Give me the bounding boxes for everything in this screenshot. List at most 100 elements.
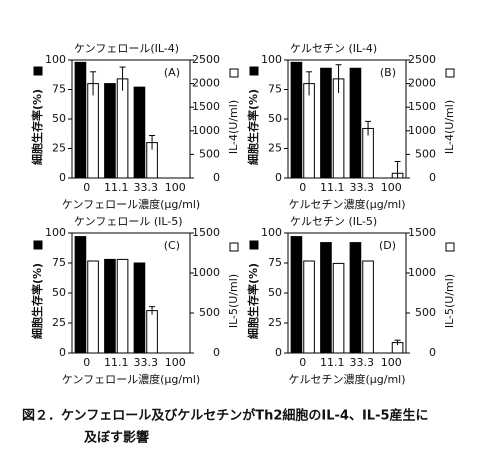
y-tick-label: 50 <box>268 112 282 125</box>
bar <box>104 258 116 354</box>
bar <box>362 127 374 179</box>
error-bar <box>394 339 401 345</box>
bar <box>74 61 87 179</box>
error-bar <box>365 120 372 136</box>
y-tick-label: 50 <box>52 112 66 125</box>
y-tick-label: 0 <box>59 171 66 184</box>
y-tick-label: 0 <box>275 171 282 184</box>
x-axis-label: ケルセチン濃度(μg/ml) <box>288 197 405 211</box>
bar <box>349 67 362 179</box>
y2-tick-label: 1500 <box>408 226 436 239</box>
y-tick-label: 25 <box>268 316 282 329</box>
y-tick-label: 25 <box>268 142 282 155</box>
x-tick-label: 0 <box>83 181 90 194</box>
panel-label: (A) <box>164 66 180 79</box>
y2-tick-label: 1500 <box>192 226 220 239</box>
y-axis-label: 細胞生存率(%) <box>246 89 260 165</box>
x-tick-label: 33.3 <box>350 181 375 194</box>
y2-tick-label: 1000 <box>408 266 436 279</box>
y-legend-swatch <box>33 66 43 76</box>
y2-tick-label: 2000 <box>408 77 436 90</box>
y-tick-label: 100 <box>261 226 282 239</box>
y-legend-swatch <box>33 240 43 250</box>
y2-tick-label: 0 <box>429 171 436 184</box>
x-tick-label: 33.3 <box>134 356 159 369</box>
x-tick-label: 100 <box>381 181 402 194</box>
y-tick-label: 75 <box>268 83 282 96</box>
x-tick-label: 0 <box>299 181 306 194</box>
bar <box>116 78 129 179</box>
y-tick-label: 25 <box>52 316 66 329</box>
panel-label: (D) <box>379 239 396 252</box>
y-axis-label: 細胞生存率(%) <box>246 263 260 339</box>
y2-tick-label: 0 <box>213 171 220 184</box>
bar <box>290 236 303 354</box>
x-tick-label: 100 <box>165 181 186 194</box>
y2-tick-label: 0 <box>213 346 220 359</box>
y-legend-swatch <box>249 240 259 250</box>
x-tick-label: 11.1 <box>104 356 129 369</box>
error-bar <box>335 64 342 94</box>
chart-title: ケルセチン (IL-4) <box>290 42 377 55</box>
y2-tick-label: 500 <box>199 147 220 160</box>
x-tick-label: 11.1 <box>104 181 129 194</box>
y2-legend-swatch <box>445 242 455 252</box>
y-axis-label: 細胞生存率(%) <box>30 263 44 339</box>
panel-label: (B) <box>380 66 396 79</box>
x-axis-label: ケンフェロール濃度(μg/ml) <box>62 372 200 386</box>
y-tick-label: 0 <box>59 346 66 359</box>
bar <box>303 260 315 354</box>
y2-tick-label: 0 <box>429 346 436 359</box>
y-tick-label: 0 <box>275 346 282 359</box>
bar <box>87 83 99 179</box>
bar <box>146 310 158 354</box>
y-tick-label: 25 <box>52 142 66 155</box>
error-bar <box>119 66 126 91</box>
error-bar <box>149 135 156 150</box>
error-bar <box>90 71 97 96</box>
chart-title: ケンフェロール(IL-4) <box>74 42 179 55</box>
y2-legend-swatch <box>445 68 455 78</box>
y2-tick-label: 500 <box>199 306 220 319</box>
y-tick-label: 50 <box>52 286 66 299</box>
y-tick-label: 50 <box>268 286 282 299</box>
bar <box>362 260 374 354</box>
y2-legend-swatch <box>229 68 239 78</box>
y2-axis-label: IL-4(U/ml) <box>227 100 240 154</box>
y2-tick-label: 2500 <box>408 53 436 66</box>
y2-axis-label: IL-5(U/ml) <box>443 274 456 328</box>
y2-tick-label: 1000 <box>408 124 436 137</box>
x-tick-label: 11.1 <box>320 181 345 194</box>
bar <box>104 83 116 179</box>
y-tick-label: 100 <box>261 53 282 66</box>
bar <box>332 262 345 354</box>
y2-tick-label: 2000 <box>192 77 220 90</box>
y-tick-label: 75 <box>268 256 282 269</box>
chart-title: ケンフェロール (IL-5) <box>74 215 183 228</box>
y2-tick-label: 1500 <box>408 100 436 113</box>
bar <box>320 67 332 179</box>
caption: 図２．ケンフェロール及びケルセチンがTh2細胞のIL-4、IL-5産生に <box>22 408 429 424</box>
y2-tick-label: 1500 <box>192 100 220 113</box>
x-tick-label: 100 <box>165 356 186 369</box>
chart-title: ケルセチン (IL-5) <box>290 215 377 228</box>
caption: 及ぼす影響 <box>84 430 149 446</box>
y2-tick-label: 500 <box>415 147 436 160</box>
x-tick-label: 0 <box>83 356 90 369</box>
bar <box>332 78 345 179</box>
panel-label: (C) <box>164 239 180 252</box>
bar <box>303 83 315 179</box>
y2-tick-label: 500 <box>415 306 436 319</box>
bar <box>87 260 99 354</box>
bar <box>349 242 362 354</box>
y2-tick-label: 1000 <box>192 124 220 137</box>
bar <box>320 242 332 354</box>
y-tick-label: 100 <box>45 53 66 66</box>
bar <box>133 262 146 354</box>
y-tick-label: 75 <box>52 256 66 269</box>
x-axis-label: ケンフェロール濃度(μg/ml) <box>62 197 200 211</box>
bar <box>74 236 87 354</box>
x-axis-label: ケルセチン濃度(μg/ml) <box>288 372 405 386</box>
y2-axis-label: IL-4(U/ml) <box>443 100 456 154</box>
